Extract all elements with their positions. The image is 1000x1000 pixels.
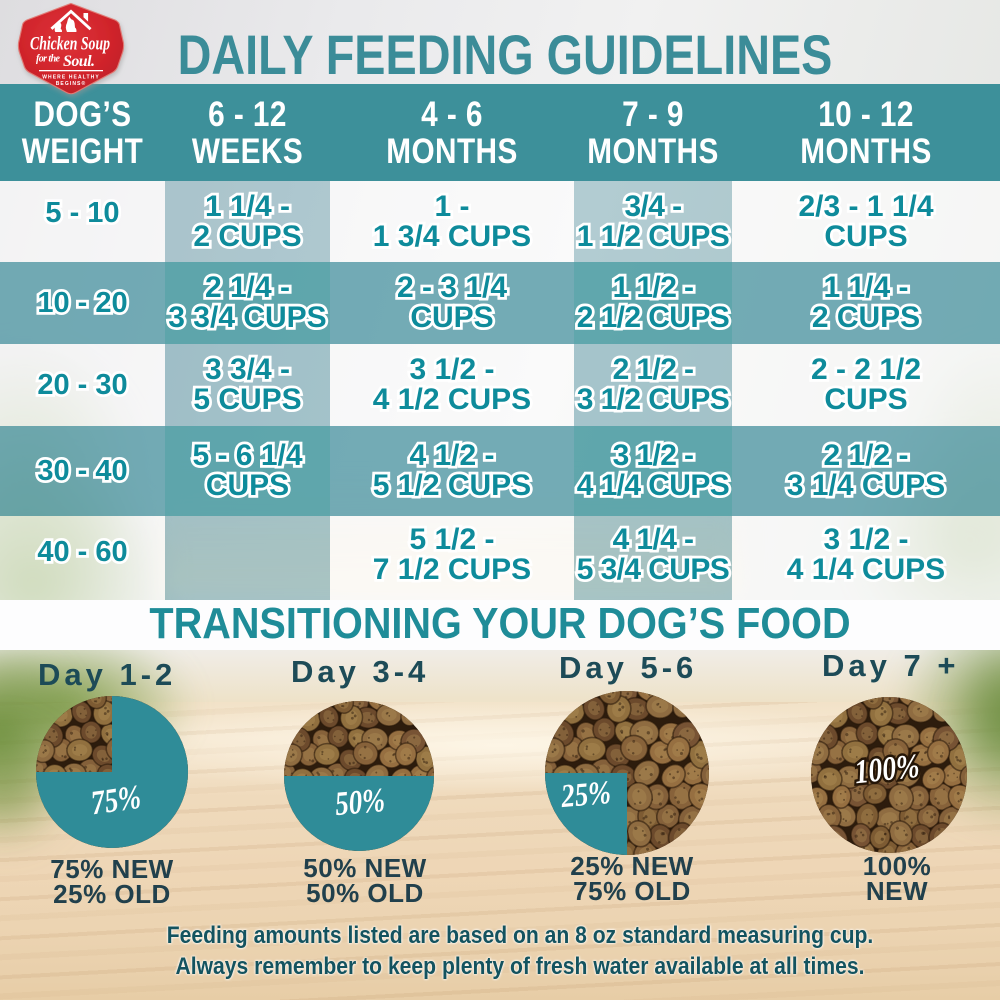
svg-text:WHERE HEALTHY: WHERE HEALTHY [42,75,100,81]
svg-text:Chicken Soup: Chicken Soup [30,34,110,55]
svg-text:BEGINS®: BEGINS® [56,80,87,87]
svg-text:for the: for the [36,54,61,65]
svg-text:Soul.: Soul. [63,53,95,70]
